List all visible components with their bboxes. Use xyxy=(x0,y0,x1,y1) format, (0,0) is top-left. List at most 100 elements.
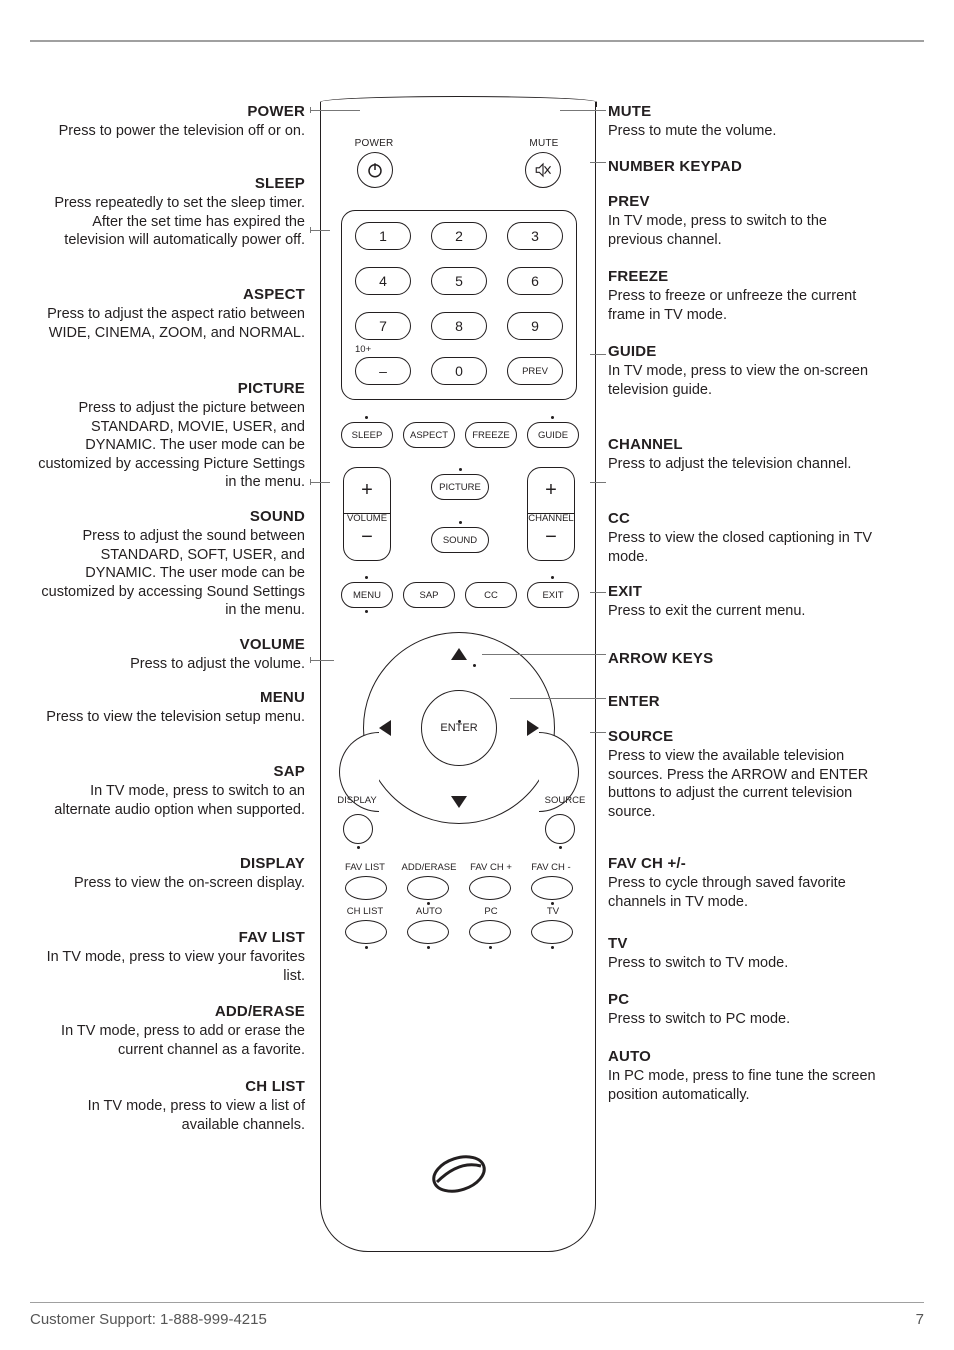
h: PC xyxy=(608,990,883,1009)
h: FAV CH +/- xyxy=(608,854,883,873)
p: Press to switch to TV mode. xyxy=(608,954,883,973)
p: Press to power the television off or on. xyxy=(30,122,305,141)
display-button[interactable] xyxy=(343,814,373,844)
key-0[interactable]: 0 xyxy=(431,357,487,385)
footer: Customer Support: 1-888-999-4215 7 xyxy=(30,1302,924,1328)
tv-button[interactable] xyxy=(531,920,573,944)
p: Press to switch to PC mode. xyxy=(608,1010,883,1029)
key-8[interactable]: 8 xyxy=(431,312,487,340)
key-4[interactable]: 4 xyxy=(355,267,411,295)
label-favchm: FAV CH - xyxy=(523,862,579,873)
page: POWERPress to power the television off o… xyxy=(30,40,924,1320)
h: CHANNEL xyxy=(608,435,883,454)
sap-button[interactable]: SAP xyxy=(403,582,455,608)
key-7[interactable]: 7 xyxy=(355,312,411,340)
arrow-left[interactable] xyxy=(379,720,391,736)
dot xyxy=(365,946,368,949)
p: In TV mode, press to view the on-screen … xyxy=(608,362,883,399)
key-2[interactable]: 2 xyxy=(431,222,487,250)
dot xyxy=(365,576,368,579)
h: SAP xyxy=(30,762,305,781)
desc-channel: CHANNELPress to adjust the television ch… xyxy=(608,435,883,474)
label-chlist: CH LIST xyxy=(337,906,393,917)
desc-aspect: ASPECTPress to adjust the aspect ratio b… xyxy=(30,285,305,342)
favchm-button[interactable] xyxy=(531,876,573,900)
cc-button[interactable]: CC xyxy=(465,582,517,608)
t: 5 xyxy=(455,273,463,289)
remote-body: POWER MUTE 1 2 3 4 5 6 7 8 9 10+ xyxy=(320,102,596,1252)
leader xyxy=(310,660,334,661)
favchp-button[interactable] xyxy=(469,876,511,900)
h: EXIT xyxy=(608,582,883,601)
t: 1 xyxy=(379,228,387,244)
arrow-up[interactable] xyxy=(451,648,467,660)
mute-icon xyxy=(534,161,552,179)
dot xyxy=(365,610,368,613)
desc-cc: CCPress to view the closed captioning in… xyxy=(608,509,883,566)
key-1[interactable]: 1 xyxy=(355,222,411,250)
favlist-button[interactable] xyxy=(345,876,387,900)
key-6[interactable]: 6 xyxy=(507,267,563,295)
enter-button[interactable]: ENTER xyxy=(421,690,497,766)
h: POWER xyxy=(30,102,305,121)
aspect-button[interactable]: ASPECT xyxy=(403,422,455,448)
h: NUMBER KEYPAD xyxy=(608,157,883,176)
desc-menu: MENUPress to view the television setup m… xyxy=(30,688,305,727)
source-button[interactable] xyxy=(545,814,575,844)
h: FREEZE xyxy=(608,267,883,286)
sleep-button[interactable]: SLEEP xyxy=(341,422,393,448)
leader xyxy=(590,162,606,163)
power-button[interactable] xyxy=(357,152,393,188)
exit-button[interactable]: EXIT xyxy=(527,582,579,608)
desc-power: POWERPress to power the television off o… xyxy=(30,102,305,141)
label-source: SOURCE xyxy=(535,795,595,806)
adderase-button[interactable] xyxy=(407,876,449,900)
p: Press to adjust the sound between STANDA… xyxy=(30,527,305,620)
desc-sap: SAPIn TV mode, press to switch to an alt… xyxy=(30,762,305,819)
chlist-button[interactable] xyxy=(345,920,387,944)
label-adderase: ADD/ERASE xyxy=(397,862,461,873)
tick xyxy=(310,657,311,663)
label-pc: PC xyxy=(463,906,519,917)
label-channel: CHANNEL xyxy=(521,513,581,524)
p: Press to mute the volume. xyxy=(608,122,883,141)
p: In TV mode, press to view a list of avai… xyxy=(30,1097,305,1134)
h: ENTER xyxy=(608,692,883,711)
volume-up[interactable]: + xyxy=(344,468,390,514)
h: SLEEP xyxy=(30,174,305,193)
p: In TV mode, press to switch to the previ… xyxy=(608,212,883,249)
label-favlist: FAV LIST xyxy=(337,862,393,873)
dot xyxy=(458,720,461,723)
t: 8 xyxy=(455,318,463,334)
channel-up[interactable]: + xyxy=(528,468,574,514)
h: GUIDE xyxy=(608,342,883,361)
freeze-button[interactable]: FREEZE xyxy=(465,422,517,448)
menu-button[interactable]: MENU xyxy=(341,582,393,608)
arrow-down[interactable] xyxy=(451,796,467,808)
sound-button[interactable]: SOUND xyxy=(431,527,489,553)
desc-source: SOURCEPress to view the available televi… xyxy=(608,727,883,821)
footer-page: 7 xyxy=(916,1311,924,1328)
key-9[interactable]: 9 xyxy=(507,312,563,340)
p: Press to cycle through saved favorite ch… xyxy=(608,874,883,911)
key-5[interactable]: 5 xyxy=(431,267,487,295)
key-prev[interactable]: PREV xyxy=(507,357,563,385)
t: MENU xyxy=(353,590,381,601)
p: In TV mode, press to switch to an altern… xyxy=(30,782,305,819)
picture-button[interactable]: PICTURE xyxy=(431,474,489,500)
p: Press to view the television setup menu. xyxy=(30,708,305,727)
key-dash[interactable]: – xyxy=(355,357,411,385)
p: Press to adjust the aspect ratio between… xyxy=(30,305,305,342)
key-3[interactable]: 3 xyxy=(507,222,563,250)
pc-button[interactable] xyxy=(469,920,511,944)
desc-favch: FAV CH +/-Press to cycle through saved f… xyxy=(608,854,883,911)
t: SAP xyxy=(419,590,438,601)
tick xyxy=(600,110,606,111)
dot xyxy=(459,468,462,471)
t: 4 xyxy=(379,273,387,289)
dot xyxy=(357,846,360,849)
auto-button[interactable] xyxy=(407,920,449,944)
mute-button[interactable] xyxy=(525,152,561,188)
guide-button[interactable]: GUIDE xyxy=(527,422,579,448)
arrow-right[interactable] xyxy=(527,720,539,736)
